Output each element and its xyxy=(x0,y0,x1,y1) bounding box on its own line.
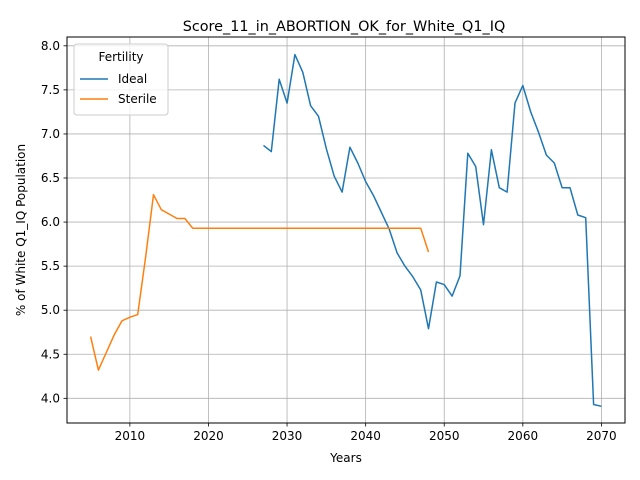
y-tick-label: 7.5 xyxy=(41,83,60,97)
y-tick-label: 6.5 xyxy=(41,171,60,185)
x-tick-label: 2060 xyxy=(508,429,539,443)
x-tick-label: 2070 xyxy=(586,429,617,443)
legend: Fertility Ideal Sterile xyxy=(73,43,169,116)
y-axis: 4.0 4.5 5.0 5.5 6.0 6.5 7.0 7.5 8.0 xyxy=(41,39,67,405)
y-tick-label: 6.0 xyxy=(41,215,60,229)
chart-title: Score_11_in_ABORTION_OK_for_White_Q1_IQ xyxy=(183,19,506,35)
y-axis-label: % of White Q1_IQ Population xyxy=(14,144,28,316)
x-tick-label: 2040 xyxy=(350,429,381,443)
series-line-ideal xyxy=(263,53,602,408)
legend-box xyxy=(73,43,169,116)
series-layer xyxy=(89,53,602,408)
legend-label-ideal: Ideal xyxy=(118,72,147,86)
x-axis-label: Years xyxy=(329,451,362,465)
x-axis: 2010 2020 2030 2040 2050 2060 2070 xyxy=(115,423,617,443)
y-tick-label: 5.5 xyxy=(41,259,60,273)
x-tick-label: 2030 xyxy=(272,429,303,443)
x-tick-label: 2020 xyxy=(193,429,224,443)
series-line-sterile xyxy=(89,193,430,371)
x-tick-label: 2010 xyxy=(115,429,146,443)
y-tick-label: 7.0 xyxy=(41,127,60,141)
y-tick-label: 4.5 xyxy=(41,347,60,361)
legend-title: Fertility xyxy=(98,50,143,64)
y-tick-label: 8.0 xyxy=(41,39,60,53)
y-tick-label: 5.0 xyxy=(41,303,60,317)
x-tick-label: 2050 xyxy=(429,429,460,443)
legend-label-sterile: Sterile xyxy=(118,92,157,106)
y-tick-label: 4.0 xyxy=(41,391,60,405)
plot-frame xyxy=(66,36,626,424)
